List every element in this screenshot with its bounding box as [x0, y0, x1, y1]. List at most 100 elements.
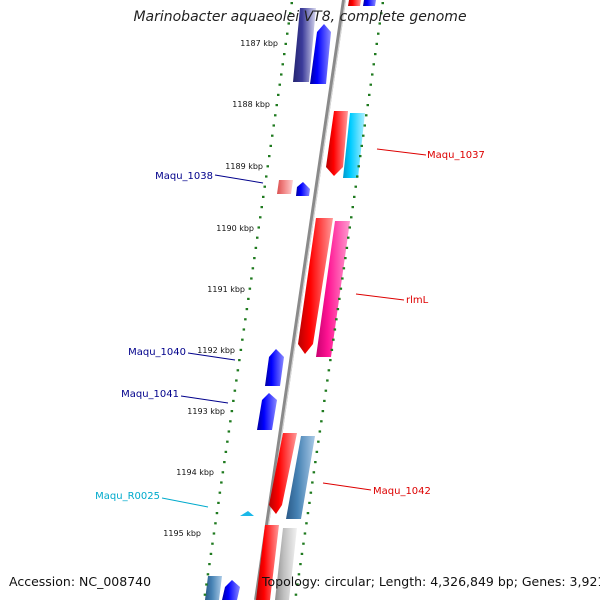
- scale-tick-right: [300, 552, 304, 555]
- scale-tick-right: [302, 542, 305, 545]
- gene-feature-pink[interactable]: [316, 221, 350, 357]
- scale-tick-right: [330, 348, 334, 351]
- scale-tick-left: [289, 12, 292, 15]
- scale-tick-right: [360, 144, 363, 147]
- gene-feature-maqu-r0025[interactable]: [240, 511, 254, 516]
- accession-text: Accession: NC_008740: [9, 574, 152, 589]
- scale-label-1188: 1188 kbp: [232, 100, 270, 109]
- gene-labels: Maqu_1037 Maqu_1038 rlmL Maqu_1040 Maqu_…: [95, 150, 485, 502]
- scale-label-1192: 1192 kbp: [197, 346, 235, 355]
- gene-feature-blue-bottom[interactable]: [222, 580, 240, 600]
- gene-label-maqu-1037[interactable]: Maqu_1037: [427, 150, 485, 161]
- gene-label-maqu-r0025[interactable]: Maqu_R0025: [95, 491, 160, 502]
- scale-tick-right: [372, 63, 375, 66]
- leader-maqu-1041: [180, 395, 229, 404]
- gene-label-maqu-1038[interactable]: Maqu_1038: [155, 171, 213, 182]
- scale-tick-right: [351, 206, 354, 209]
- gene-feature-rlml[interactable]: [298, 218, 333, 354]
- scale-tick-right: [323, 399, 326, 402]
- scale-tick-right: [329, 359, 332, 362]
- gene-feature-maqu-1038[interactable]: [277, 180, 293, 194]
- scale-tick-right: [365, 114, 368, 117]
- scale-tick-left: [277, 93, 280, 96]
- scale-tick-right: [359, 155, 362, 158]
- scale-tick-left: [284, 42, 287, 45]
- scale-tick-right: [309, 491, 313, 494]
- leader-maqu-r0025: [161, 497, 209, 508]
- scale-tick-left: [245, 308, 249, 311]
- scale-label-1191: 1191 kbp: [207, 285, 245, 294]
- scale-tick-right: [294, 593, 298, 596]
- scale-tick-right: [374, 53, 377, 56]
- gene-feature-red-bottom[interactable]: [256, 525, 279, 600]
- gene-feature-maqu-1041[interactable]: [257, 393, 277, 430]
- scale-tick-left: [283, 53, 286, 56]
- gene-feature-maqu-1037[interactable]: [326, 111, 348, 176]
- gene-label-maqu-1041[interactable]: Maqu_1041: [121, 389, 179, 400]
- scale-tick-left: [253, 257, 256, 260]
- scale-tick-right: [381, 2, 384, 5]
- gene-feature-maqu-1040[interactable]: [265, 349, 284, 386]
- scale-tick-left: [226, 440, 229, 443]
- leader-maqu-1040: [187, 352, 236, 361]
- scale-tick-right: [369, 83, 372, 86]
- scale-tick-left: [280, 73, 283, 76]
- scale-tick-left: [272, 124, 275, 127]
- scale-tick-right: [317, 440, 320, 443]
- scale-tick-left: [227, 430, 231, 433]
- scale-label-1195: 1195 kbp: [163, 529, 201, 538]
- leader-rlml: [355, 293, 405, 301]
- scale-tick-right: [357, 165, 360, 168]
- scale-tick-left: [268, 155, 271, 158]
- scale-tick-right: [378, 22, 381, 25]
- scale-label-1189: 1189 kbp: [225, 162, 263, 171]
- scale-tick-left: [287, 22, 290, 25]
- scale-tick-right: [342, 267, 346, 270]
- scale-tick-left: [286, 32, 289, 35]
- scale-tick-right: [297, 573, 301, 576]
- scale-tick-right: [311, 481, 314, 484]
- scale-label-1190: 1190 kbp: [216, 224, 254, 233]
- scale-tick-right: [377, 32, 380, 35]
- scale-tick-right: [366, 104, 369, 107]
- gene-feature-maqu-1042[interactable]: [269, 433, 297, 514]
- gene-feature-top-red[interactable]: [348, 0, 361, 6]
- scale-tick-right: [338, 297, 341, 300]
- scale-tick-right: [380, 12, 383, 15]
- gene-feature-steel-bottom[interactable]: [205, 576, 222, 600]
- scale-tick-left: [262, 195, 265, 198]
- scale-tick-right: [348, 226, 351, 229]
- gene-label-rlml[interactable]: rlmL: [406, 295, 429, 306]
- gene-label-maqu-1042[interactable]: Maqu_1042: [373, 486, 431, 497]
- scale-tick-right: [312, 471, 316, 474]
- scale-tick-left: [220, 481, 223, 484]
- leader-maqu-1042: [322, 482, 372, 491]
- scale-tick-right: [303, 532, 307, 535]
- gene-feature-top-blue[interactable]: [363, 0, 376, 6]
- scale-tick-right: [344, 257, 347, 260]
- scale-label-1187: 1187 kbp: [240, 39, 278, 48]
- gene-feature-navy-1[interactable]: [293, 8, 316, 82]
- scale-tick-left: [256, 236, 259, 239]
- scale-tick-right: [321, 410, 325, 413]
- scale-tick-left: [290, 2, 293, 5]
- leader-maqu-1038: [214, 174, 264, 184]
- scale-tick-left: [248, 287, 252, 290]
- gene-feature-grey-bottom[interactable]: [275, 528, 297, 600]
- gene-feature-steel-1[interactable]: [286, 436, 315, 519]
- scale-tick-right: [335, 318, 338, 321]
- scale-tick-right: [308, 501, 311, 504]
- scale-tick-left: [209, 552, 213, 555]
- gene-feature-blue-small[interactable]: [296, 182, 310, 196]
- scale-tick-left: [214, 522, 217, 525]
- gene-label-maqu-1040[interactable]: Maqu_1040: [128, 347, 186, 358]
- scale-tick-right: [315, 450, 319, 453]
- scale-tick-left: [221, 471, 225, 474]
- scale-tick-left: [263, 185, 266, 188]
- map-title: Marinobacter aquaeolei VT8, complete gen…: [133, 9, 467, 25]
- gene-feature-blue-1[interactable]: [310, 24, 331, 84]
- scale-tick-right: [362, 134, 365, 137]
- gene-feature-cyan-1[interactable]: [343, 113, 365, 178]
- gene-label-leaders: [161, 148, 427, 508]
- scale-tick-left: [205, 583, 208, 586]
